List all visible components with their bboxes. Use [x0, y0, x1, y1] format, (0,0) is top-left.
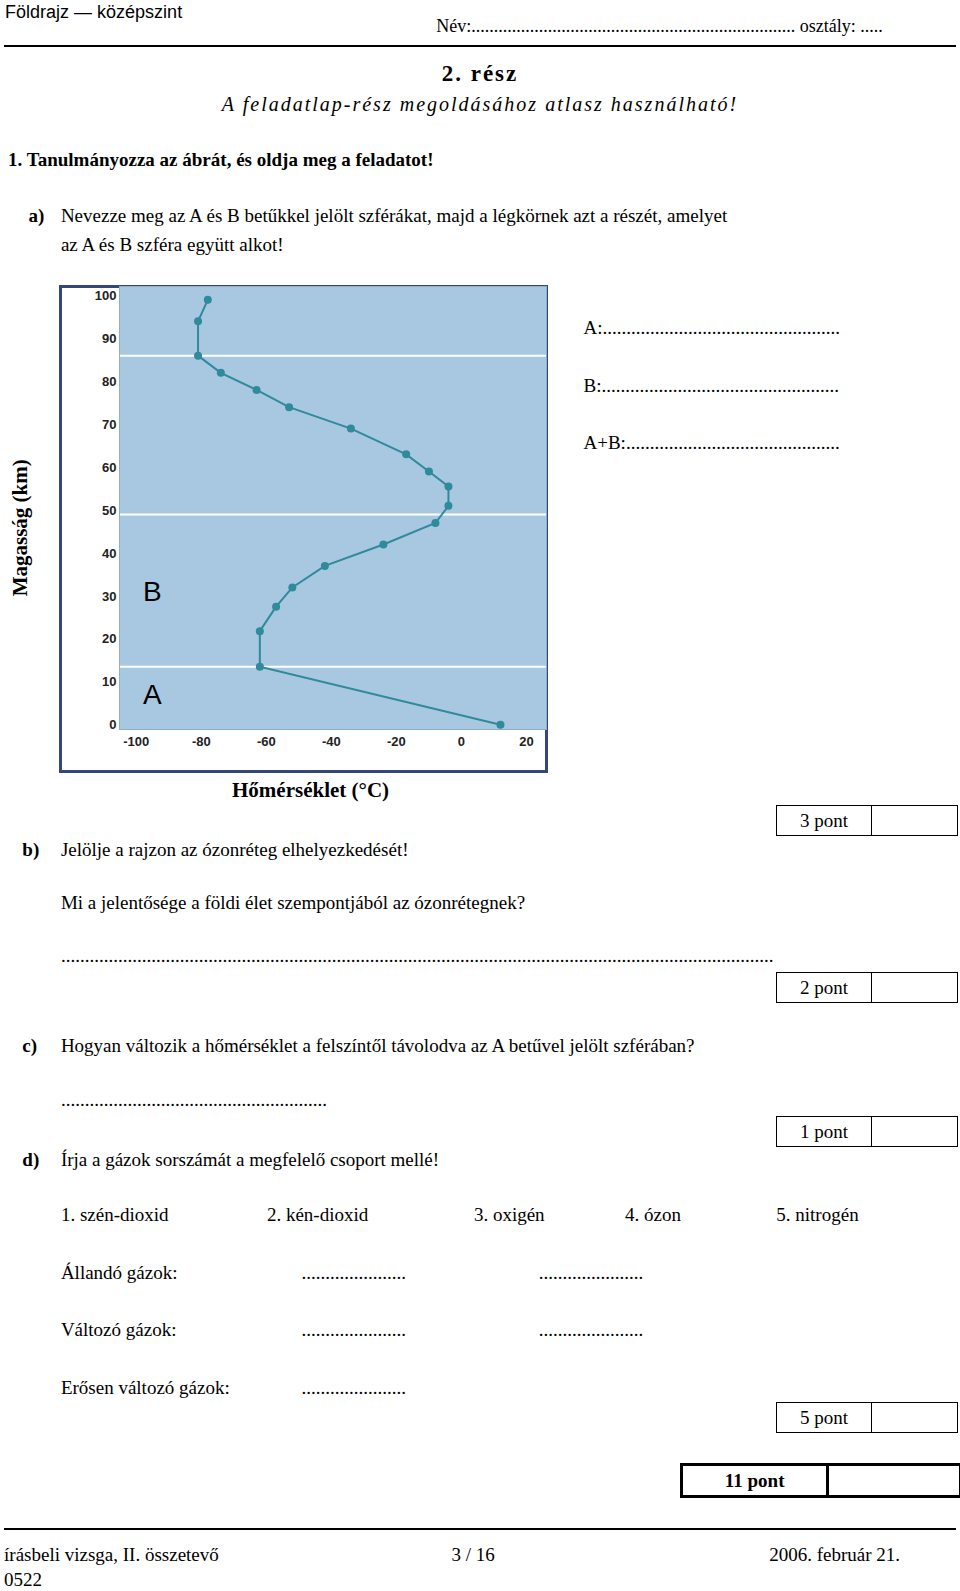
html-text:Nevezze meg az A és B betűkkel: Nevezze meg az A és B betűkkel jelölt sz… — [60, 205, 728, 227]
svg-text:40: 40 — [102, 546, 116, 561]
html-text:d): d) — [22, 1148, 40, 1170]
svg-text:70: 70 — [102, 417, 116, 432]
svg-text:60: 60 — [102, 460, 116, 475]
html-text:a): a) — [28, 205, 45, 227]
html-text:3 / 16: 3 / 16 — [451, 1543, 495, 1565]
html-text:5 pont: 5 pont — [800, 1407, 848, 1429]
html-text:11 pont: 11 pont — [724, 1470, 785, 1492]
html-text:2006. február 21.: 2006. február 21. — [769, 1543, 901, 1565]
svg-text:90: 90 — [102, 331, 116, 346]
svg-text:30: 30 — [102, 589, 116, 604]
svg-text:50: 50 — [102, 503, 116, 518]
html-text:A+B:..........................: A+B:....................................… — [583, 432, 840, 454]
svg-text:-60: -60 — [257, 734, 276, 749]
html-text:A feladatlap-rész megoldásához: A feladatlap-rész megoldásához atlasz ha… — [221, 92, 739, 115]
html-text:5. nitrogén: 5. nitrogén — [776, 1203, 859, 1225]
html-text:A:............................: A:......................................… — [583, 316, 840, 338]
html-text:4. ózon: 4. ózon — [625, 1203, 681, 1225]
html-text:3 pont: 3 pont — [800, 809, 848, 831]
html-text:Jelölje a rajzon az ózonréteg: Jelölje a rajzon az ózonréteg elhelyezke… — [60, 839, 409, 861]
html-text:Név:..........................: Név:....................................… — [436, 16, 883, 37]
svg-text:0: 0 — [109, 717, 116, 732]
html-text:Erősen változó gázok:: Erősen változó gázok: — [60, 1377, 230, 1399]
html-text:Írja a gázok sorszámát a megfe: Írja a gázok sorszámát a megfelelő csopo… — [60, 1148, 440, 1170]
svg-text:-100: -100 — [123, 734, 149, 749]
html-text:1. szén-dioxid: 1. szén-dioxid — [60, 1203, 169, 1225]
svg-text:80: 80 — [102, 374, 116, 389]
html-text:2 pont: 2 pont — [800, 977, 848, 999]
html-text:az A és B szféra együtt alkot!: az A és B szféra együtt alkot! — [60, 233, 284, 255]
html-text:1. Tanulmányozza az ábrát, és: 1. Tanulmányozza az ábrát, és oldja meg … — [8, 149, 434, 171]
html-text:1 pont: 1 pont — [800, 1121, 848, 1143]
svg-text:10: 10 — [102, 674, 116, 689]
html-text:Változó gázok:: Változó gázok: — [60, 1319, 177, 1341]
html-text:c): c) — [22, 1035, 38, 1057]
html-text:2. kén-dioxid: 2. kén-dioxid — [266, 1203, 369, 1225]
html-text:B:............................: B:......................................… — [583, 374, 839, 396]
svg-text:100: 100 — [95, 288, 117, 303]
svg-text:B: B — [143, 576, 162, 607]
svg-text:Magasság (km): Magasság (km) — [8, 459, 32, 596]
html-text:Állandó gázok:: Állandó gázok: — [60, 1261, 178, 1283]
svg-text:A: A — [143, 679, 162, 710]
svg-text:0: 0 — [458, 734, 465, 749]
svg-text:-80: -80 — [192, 734, 211, 749]
svg-text:Hőmérséklet (°C): Hőmérséklet (°C) — [232, 778, 389, 802]
html-text:0522: 0522 — [4, 1569, 42, 1590]
html-text:b): b) — [22, 839, 40, 861]
svg-text:20: 20 — [519, 734, 533, 749]
svg-text:-40: -40 — [322, 734, 341, 749]
html-text:Földrajz — középszint: Földrajz — középszint — [5, 2, 183, 23]
html-text:Mi a jelentősége a földi élet: Mi a jelentősége a földi élet szempontjá… — [60, 892, 526, 914]
svg-text:20: 20 — [102, 631, 116, 646]
html-text:Hogyan változik a hőmérséklet: Hogyan változik a hőmérséklet a felszínt… — [60, 1035, 695, 1057]
html-text:3. oxigén: 3. oxigén — [473, 1203, 545, 1225]
html-text:írásbeli vizsga, II. összetevő: írásbeli vizsga, II. összetevő — [4, 1543, 219, 1565]
svg-text:-20: -20 — [387, 734, 406, 749]
html-text:2. rész: 2. rész — [441, 61, 519, 87]
